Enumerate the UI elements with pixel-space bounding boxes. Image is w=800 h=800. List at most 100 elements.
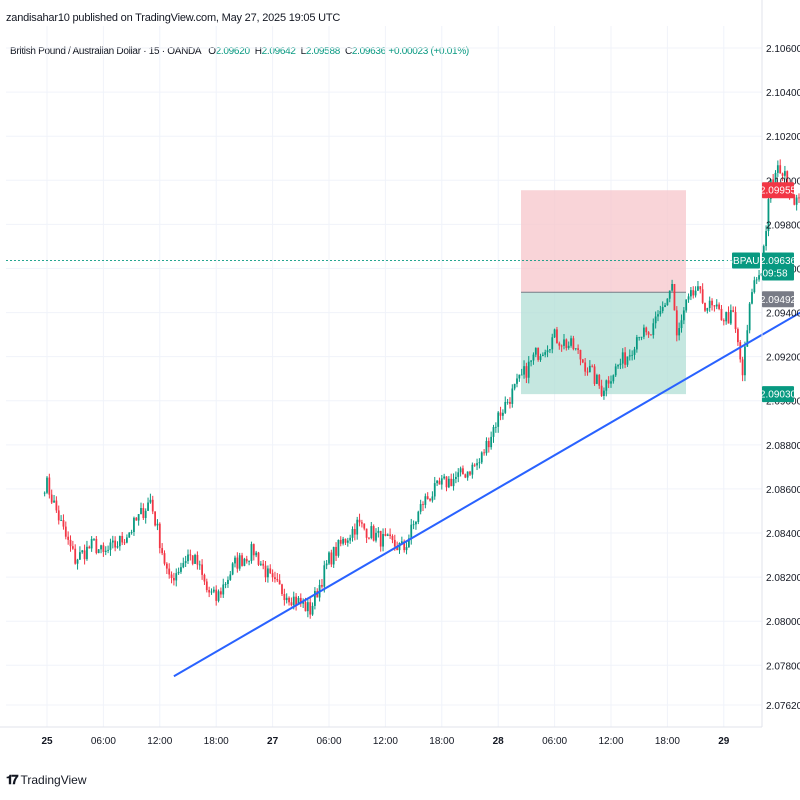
candle-body <box>751 292 753 304</box>
candle-body <box>523 366 525 375</box>
candle-body <box>408 538 410 548</box>
candle-body <box>614 366 617 376</box>
tradingview-brand[interactable]: 𝟏𝟕 TradingView <box>6 772 87 788</box>
candle-body <box>212 589 215 592</box>
candle-body <box>795 197 798 205</box>
candle-body <box>104 550 107 552</box>
candle-body <box>163 553 166 564</box>
candle-body <box>572 338 575 350</box>
candle-body <box>668 290 671 299</box>
candle-body <box>471 464 474 475</box>
candle-body <box>292 596 295 606</box>
candle-body <box>365 528 368 538</box>
candle-body <box>69 539 72 547</box>
x-tick-label: 06:00 <box>316 736 341 747</box>
price-chart[interactable]: 2.10600 2.10400 2.10200 2.10000 2.09800 2.096… <box>0 0 800 760</box>
candle-body <box>50 494 53 503</box>
candle-body <box>173 577 175 581</box>
price-axis: 2.10600 2.10400 2.10200 2.10000 2.09800 2.096… <box>0 0 800 747</box>
candle-body <box>83 550 86 560</box>
candle-body <box>713 305 716 307</box>
legend-symbol[interactable]: British Pound / Australian Dollar · 15 ·… <box>10 46 201 57</box>
candle-body <box>654 316 657 324</box>
candle-body <box>335 546 337 556</box>
candle-body <box>100 545 102 550</box>
candle-body <box>114 540 117 548</box>
candle-body <box>222 584 225 595</box>
entry-price-label: 2.09492 <box>760 295 797 306</box>
candle-body <box>725 312 728 322</box>
candle-body <box>581 359 584 363</box>
candle-body <box>93 538 95 540</box>
candle-body <box>558 343 561 346</box>
candle-body <box>638 336 641 338</box>
x-tick-label: 27 <box>267 736 279 747</box>
candle-body <box>729 310 732 324</box>
candle-body <box>765 231 767 247</box>
y-tick-label: 2.10200 <box>766 132 800 143</box>
candle-body <box>353 529 356 535</box>
candle-body <box>245 558 248 562</box>
candle-body <box>499 412 502 416</box>
candle-body <box>478 462 481 464</box>
candle-body <box>544 352 547 355</box>
candle-body <box>706 308 709 311</box>
candle-body <box>509 401 511 404</box>
candle-body <box>201 564 203 575</box>
y-tick-label: 2.10400 <box>766 88 800 99</box>
candle-body <box>332 546 335 565</box>
candle-body <box>321 584 323 587</box>
candle-body <box>748 303 751 331</box>
candle-body <box>412 524 415 526</box>
candle-body <box>346 540 349 543</box>
candle-body <box>187 554 189 562</box>
publisher-caption: zandisahar10 published on TradingView.co… <box>6 12 341 24</box>
candle-body <box>438 480 441 485</box>
x-tick-label: 18:00 <box>204 736 229 747</box>
candle-body <box>631 354 634 356</box>
candle-body <box>577 348 579 350</box>
candle-body <box>182 562 185 568</box>
candle-body <box>415 521 417 525</box>
candle-body <box>302 602 305 604</box>
candle-body <box>466 471 469 478</box>
candle-body <box>692 290 695 296</box>
candle-body <box>156 523 159 526</box>
candle-body <box>142 508 145 518</box>
candle-body <box>290 602 293 606</box>
candle-body <box>128 532 131 538</box>
candle-body <box>429 499 431 501</box>
candle-body <box>626 356 629 365</box>
y-tick-label: 2.07800 <box>766 661 800 672</box>
candle-body <box>67 536 70 540</box>
candle-body <box>776 165 779 173</box>
candle-body <box>732 310 735 313</box>
candle-body <box>88 546 91 549</box>
legend-close: C2.09636 <box>344 46 386 57</box>
candle-body <box>708 300 711 309</box>
candle-body <box>628 355 631 357</box>
chart-overlay <box>6 260 800 678</box>
tradingview-logo-icon: 𝟏𝟕 <box>6 772 19 787</box>
candle-body <box>476 463 478 466</box>
candle-body <box>537 347 540 360</box>
candle-body <box>76 559 79 564</box>
candle-body <box>391 535 394 540</box>
candle-body <box>227 579 229 584</box>
candle-body <box>234 557 236 564</box>
candle-body <box>664 305 666 307</box>
candle-body <box>556 329 558 344</box>
y-tick-label: 2.07620 <box>766 701 800 712</box>
candle-body <box>666 298 669 306</box>
candle-body <box>610 381 612 384</box>
candle-body <box>111 540 114 543</box>
candle-body <box>393 539 396 547</box>
candle-body <box>189 554 192 556</box>
candle-body <box>753 280 756 293</box>
y-tick-label: 2.10600 <box>766 44 800 55</box>
candle-body <box>196 554 199 565</box>
candle-body <box>734 312 737 330</box>
candle-body <box>238 555 241 569</box>
candle-body <box>386 534 389 536</box>
candle-body <box>151 499 154 512</box>
